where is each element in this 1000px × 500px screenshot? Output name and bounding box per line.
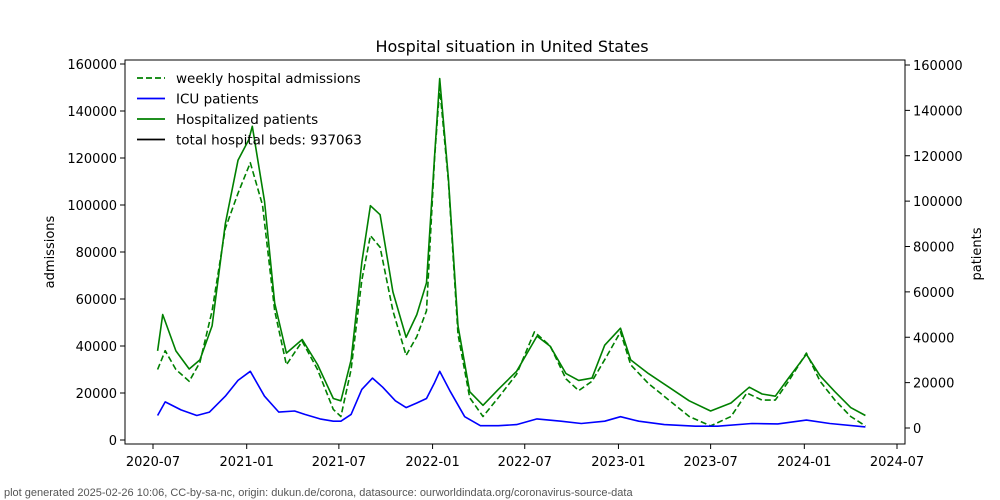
x-axis: 2020-07 2021-01 2021-07 2022-01 2022-07 2023-… xyxy=(126,444,924,470)
y-tick-label-right: 120000 xyxy=(913,150,963,165)
y-tick-label-left: 140000 xyxy=(67,105,117,120)
series-line-hospitalized-patients xyxy=(156,77,866,417)
y-tick-label-left: 40000 xyxy=(76,340,117,355)
y-tick-label-right: 80000 xyxy=(913,241,954,256)
plot-area xyxy=(156,77,866,428)
legend-label: ICU patients xyxy=(176,92,259,108)
y-tick-label-right: 60000 xyxy=(913,286,954,301)
y-tick-label-left: 60000 xyxy=(76,293,117,308)
y-tick-label-right: 100000 xyxy=(913,195,963,210)
chart-title: Hospital situation in United States xyxy=(375,37,648,56)
x-tick-label: 2023-01 xyxy=(591,455,645,470)
legend-label: weekly hospital admissions xyxy=(176,71,361,87)
y-axis-left-title: admissions xyxy=(43,215,58,288)
y-tick-label-left: 20000 xyxy=(76,387,117,402)
y-tick-label-right: 140000 xyxy=(913,104,963,119)
x-tick-label: 2022-01 xyxy=(405,455,459,470)
y-tick-label-right: 160000 xyxy=(913,59,963,74)
y-tick-label-left: 100000 xyxy=(67,199,117,214)
y-axis-right: 0 20000 40000 60000 80000 100000 120000 140000 1… xyxy=(905,59,963,437)
x-tick-label: 2021-01 xyxy=(220,455,274,470)
legend: weekly hospital admissions ICU patients Ho… xyxy=(137,71,362,149)
y-axis-right-title: patients xyxy=(970,227,985,280)
x-tick-label: 2023-07 xyxy=(683,455,737,470)
x-tick-label: 2022-07 xyxy=(498,455,552,470)
y-tick-label-right: 20000 xyxy=(913,377,954,392)
x-tick-label: 2021-07 xyxy=(312,455,366,470)
legend-label: total hospital beds: 937063 xyxy=(176,133,362,149)
y-tick-label-right: 40000 xyxy=(913,331,954,346)
series-line-icu-patients xyxy=(156,370,866,428)
legend-label: Hospitalized patients xyxy=(176,112,318,128)
y-axis-left: 0 20000 40000 60000 80000 100000 120000 140000 1… xyxy=(67,58,125,449)
x-tick-label: 2024-01 xyxy=(777,455,831,470)
footer-credits: plot generated 2025-02-26 10:06, CC-by-s… xyxy=(4,487,633,499)
y-tick-label-right: 0 xyxy=(913,422,921,437)
y-tick-label-left: 0 xyxy=(109,434,117,449)
x-tick-label: 2024-07 xyxy=(870,455,924,470)
y-tick-label-left: 160000 xyxy=(67,58,117,73)
y-tick-label-left: 120000 xyxy=(67,152,117,167)
x-tick-label: 2020-07 xyxy=(126,455,180,470)
y-tick-label-left: 80000 xyxy=(76,246,117,261)
